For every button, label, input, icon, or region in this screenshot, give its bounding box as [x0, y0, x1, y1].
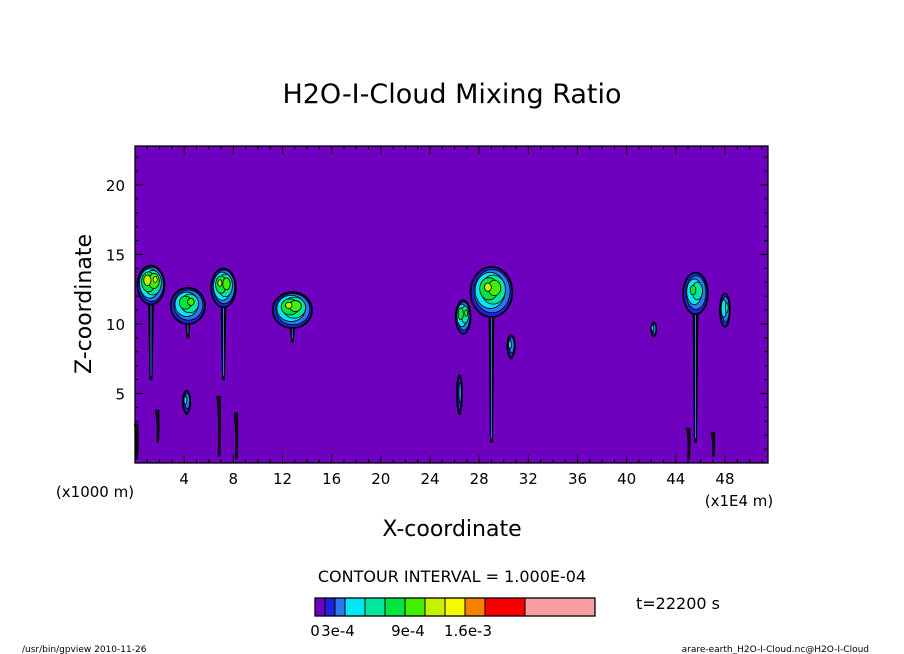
cloud-contour	[724, 302, 729, 313]
colorbar-swatch	[524, 597, 596, 617]
colorbar-swatch	[324, 597, 336, 617]
colorbar	[314, 597, 596, 617]
cloud-contour	[143, 274, 152, 286]
y-axis-label: Z-coordinate	[72, 234, 97, 374]
colorbar-swatch	[404, 597, 426, 617]
colorbar-swatch	[484, 597, 526, 617]
x-tick-label: 28	[470, 470, 489, 488]
contour-plot-area	[133, 145, 769, 464]
colorbar-swatch	[464, 597, 486, 617]
x-tick-label: 20	[371, 470, 390, 488]
colorbar-label: 3e-4	[321, 622, 355, 640]
cloud-contour	[183, 395, 188, 405]
colorbar-swatch	[424, 597, 446, 617]
colorbar-frame	[314, 597, 596, 617]
colorbar-swatch	[364, 597, 386, 617]
ground-streak	[685, 427, 691, 460]
ground-streak	[216, 395, 222, 457]
cloud-contour	[483, 282, 492, 292]
y-tick-label: 5	[115, 385, 125, 403]
colorbar-swatch	[384, 597, 406, 617]
colorbar-label: 0	[310, 622, 320, 640]
x-tick-label: 24	[420, 470, 439, 488]
plot-frame	[134, 145, 769, 464]
cloud-contour	[187, 297, 195, 306]
cloud-contour	[650, 324, 655, 331]
x-tick-label: 4	[179, 470, 189, 488]
cloud-contour	[285, 301, 293, 309]
cloud-contour	[217, 279, 223, 287]
y-axis-ticks: 5 10 15 20	[106, 156, 768, 450]
cloud-contour	[464, 309, 469, 317]
footer-right: arare-earth_H2O-I-Cloud.nc@H2O-I-Cloud	[682, 645, 869, 654]
colorbar-labels: 0 3e-4 9e-4 1.6e-3	[310, 622, 492, 640]
ground-streak	[710, 432, 716, 457]
x-axis-label: X-coordinate	[382, 517, 521, 542]
contour-interval-text: CONTOUR INTERVAL = 1.000E-04	[318, 567, 586, 586]
colorbar-label: 9e-4	[391, 622, 425, 640]
colorbar-swatch	[344, 597, 366, 617]
x-tick-label: 16	[322, 470, 341, 488]
cloud-contour	[689, 284, 697, 296]
footer-left: /usr/bin/gpview 2010-11-26	[22, 645, 147, 654]
x-tick-label: 8	[229, 470, 239, 488]
cloud-contour	[152, 276, 158, 283]
colorbar-label: 1.6e-3	[444, 622, 492, 640]
x-tick-label: 36	[568, 470, 587, 488]
x-tick-label: 32	[519, 470, 538, 488]
y-tick-label: 15	[106, 246, 125, 264]
ground-streak	[233, 412, 239, 460]
time-label: t=22200 s	[636, 594, 720, 613]
colorbar-swatch	[444, 597, 466, 617]
y-tick-label: 10	[106, 316, 125, 334]
x-tick-label: 12	[273, 470, 292, 488]
ground-streak	[154, 409, 160, 443]
cloud-contour	[458, 382, 462, 403]
x-tick-label: 40	[617, 470, 636, 488]
cloud-contour	[222, 277, 231, 291]
x-axis-ticks: 4 8 12 16 20 24 28 32 36 40 44 48	[146, 146, 763, 488]
plot-background	[135, 146, 768, 463]
colorbar-swatch	[314, 597, 326, 617]
x-tick-label: 44	[666, 470, 685, 488]
x-unit-left: (x1000 m)	[56, 483, 134, 501]
chart-title: H2O-I-Cloud Mixing Ratio	[282, 79, 621, 110]
cloud-contour	[457, 307, 464, 321]
colorbar-swatch	[334, 597, 346, 617]
x-unit-right: (x1E4 m)	[705, 492, 774, 510]
y-tick-label: 20	[106, 177, 125, 195]
x-tick-label: 48	[715, 470, 734, 488]
cloud-contour	[508, 340, 512, 350]
